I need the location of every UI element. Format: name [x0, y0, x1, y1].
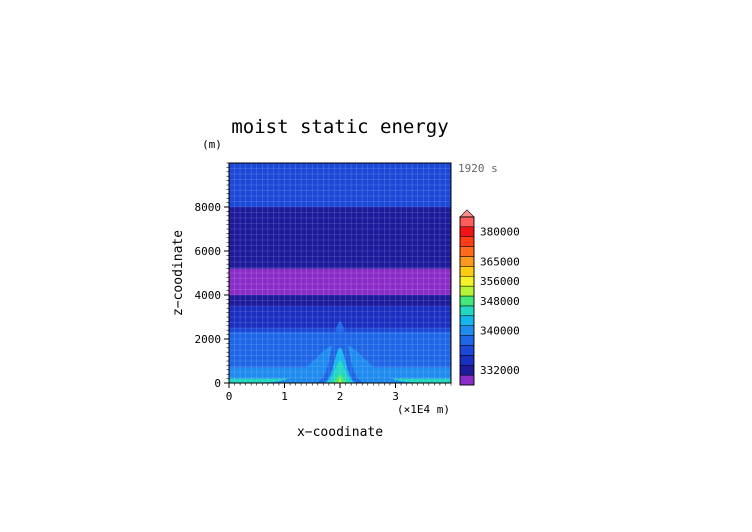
- plume-contour: [320, 361, 360, 383]
- colorbar-segment: [459, 374, 475, 386]
- colorbar-segment: [459, 364, 475, 376]
- x-tick-label: 3: [392, 390, 399, 403]
- colorbar-segment: [459, 325, 475, 336]
- layer-band: [229, 163, 451, 207]
- chart-title: moist static energy: [231, 116, 448, 138]
- colorbar-tick-label: 365000: [480, 255, 520, 268]
- colorbar-segment: [459, 335, 475, 346]
- colorbar-segment: [459, 266, 475, 277]
- colorbar-segment: [459, 216, 475, 228]
- y-tick-label: 6000: [195, 245, 222, 258]
- colorbar-segment: [459, 256, 475, 267]
- x-tick-label: 2: [337, 390, 344, 403]
- colorbar-tick-label: 340000: [480, 325, 520, 338]
- layer-band: [229, 306, 451, 328]
- x-axis: 0 1 2 3: [226, 383, 452, 403]
- colorbar: 332000 340000 348000 356000 365000 380000: [459, 209, 520, 386]
- y-axis: 0 2000 4000 6000 8000: [195, 162, 229, 390]
- x-axis-unit: (×1E4 m): [397, 403, 450, 416]
- colorbar-segment: [459, 246, 475, 257]
- colorbar-segment: [459, 275, 475, 287]
- colorbar-segment: [459, 305, 475, 317]
- y-tick-label: 2000: [195, 333, 222, 346]
- colorbar-frame: [459, 216, 475, 386]
- y-axis-label: z−coodinate: [171, 230, 186, 316]
- layer-band: [229, 295, 451, 306]
- plot-area: [229, 163, 451, 383]
- x-tick-label: 1: [281, 390, 288, 403]
- x-tick-label: 0: [226, 390, 233, 403]
- y-tick-label: 4000: [195, 289, 222, 302]
- colorbar-segment: [459, 315, 475, 326]
- colorbar-tick-label: 356000: [480, 275, 520, 288]
- colorbar-segment: [459, 355, 475, 366]
- y-tick-label: 0: [214, 377, 221, 390]
- plot-grid: [229, 163, 451, 383]
- colorbar-segment: [459, 285, 475, 297]
- colorbar-segment: [459, 236, 475, 247]
- colorbar-overflow-arrow: [459, 209, 475, 218]
- colorbar-segment: [459, 345, 475, 356]
- y-axis-unit: (m): [202, 138, 222, 151]
- time-label: 1920 s: [458, 162, 498, 175]
- colorbar-tick-label: 380000: [480, 226, 520, 239]
- colorbar-tick-label: 348000: [480, 295, 520, 308]
- colorbar-tick-label: 332000: [480, 364, 520, 377]
- colorbar-segment: [459, 295, 475, 307]
- colorbar-segment: [459, 226, 475, 237]
- layer-band: [229, 207, 451, 269]
- x-axis-label: x−coodinate: [297, 425, 383, 440]
- plume-contour: [336, 377, 344, 383]
- layer-band: [229, 268, 451, 295]
- y-tick-label: 8000: [195, 201, 222, 214]
